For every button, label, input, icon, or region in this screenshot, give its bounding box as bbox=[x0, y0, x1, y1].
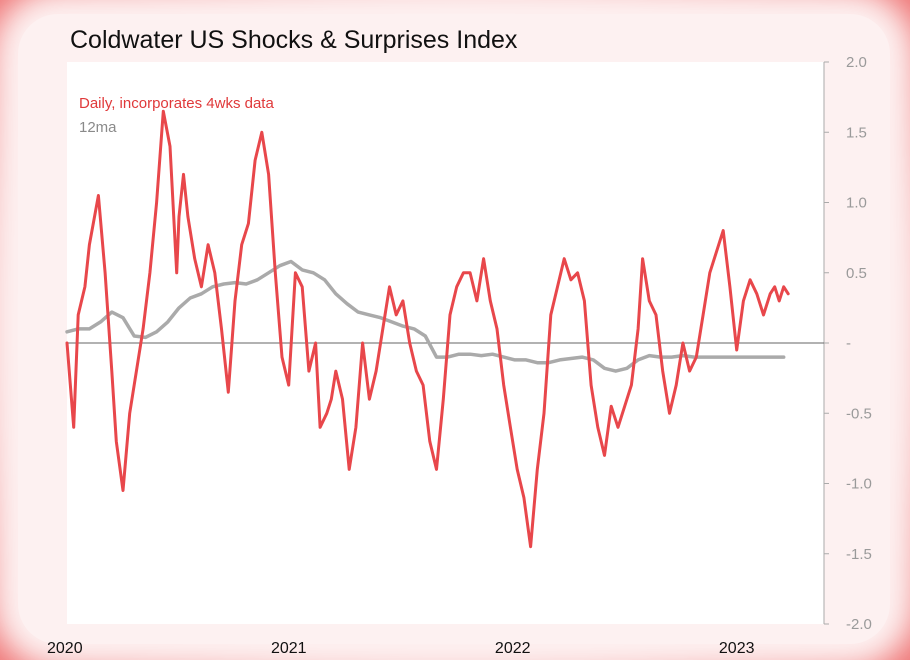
y-tick-label: 1.0 bbox=[846, 195, 867, 212]
y-tick-label: 1.5 bbox=[846, 124, 867, 141]
series-group bbox=[65, 109, 790, 549]
x-tick-label: 2022 bbox=[495, 640, 531, 657]
chart-title: Coldwater US Shocks & Surprises Index bbox=[70, 26, 518, 54]
y-tick-label: -1.5 bbox=[846, 546, 872, 563]
y-tick-label: - bbox=[846, 335, 851, 352]
y-tick-label: 2.0 bbox=[846, 54, 867, 71]
y-tick-label: -1.0 bbox=[846, 476, 872, 493]
legend-12ma: 12ma bbox=[79, 119, 117, 136]
legend-daily: Daily, incorporates 4wks data bbox=[79, 95, 274, 112]
x-tick-label: 2023 bbox=[719, 640, 755, 657]
series-line-daily bbox=[65, 109, 790, 549]
series-line-12ma bbox=[65, 259, 786, 373]
y-tick-label: -0.5 bbox=[846, 405, 872, 422]
y-tick-label: -2.0 bbox=[846, 616, 872, 633]
y-axis: 2.0 1.5 1.0 0.5 - -0.5 -1.0 -1.5 -2.0 bbox=[823, 54, 872, 633]
x-axis: 2020 2021 2022 2023 bbox=[47, 640, 755, 657]
x-tick-label: 2020 bbox=[47, 640, 83, 657]
y-tick-label: 0.5 bbox=[846, 265, 867, 282]
x-tick-label: 2021 bbox=[271, 640, 307, 657]
